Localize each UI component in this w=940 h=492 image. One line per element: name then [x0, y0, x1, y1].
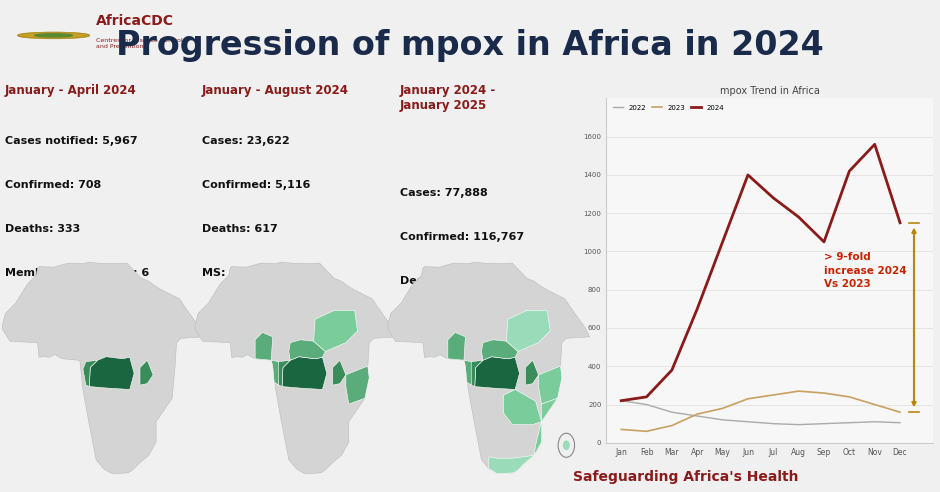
- Polygon shape: [534, 398, 557, 455]
- 2024: [844, 168, 855, 174]
- Polygon shape: [255, 333, 273, 360]
- 2022: [870, 419, 881, 425]
- Polygon shape: [289, 340, 325, 360]
- Title: mpox Trend in Africa: mpox Trend in Africa: [720, 86, 820, 96]
- 2024: [768, 195, 779, 201]
- 2022: [844, 420, 855, 426]
- Text: Cases: 23,622: Cases: 23,622: [202, 136, 290, 146]
- 2023: [743, 396, 754, 402]
- Text: Confirmed: 708: Confirmed: 708: [5, 180, 101, 190]
- Text: Safeguarding Africa's Health: Safeguarding Africa's Health: [573, 469, 799, 484]
- Text: MS: 13 (+7): MS: 13 (+7): [202, 268, 276, 278]
- 2022: [666, 409, 678, 415]
- Polygon shape: [447, 333, 465, 360]
- 2022: [717, 417, 728, 423]
- Polygon shape: [388, 262, 589, 474]
- 2024: [666, 367, 678, 373]
- Polygon shape: [464, 360, 471, 385]
- Polygon shape: [525, 360, 539, 385]
- Polygon shape: [282, 357, 327, 390]
- 2023: [666, 423, 678, 429]
- Polygon shape: [314, 310, 357, 351]
- Polygon shape: [3, 262, 204, 474]
- Polygon shape: [196, 262, 397, 474]
- Polygon shape: [507, 310, 550, 351]
- Text: January 2024 -
January 2025: January 2024 - January 2025: [400, 84, 495, 112]
- Line: 2024: 2024: [621, 144, 900, 400]
- 2023: [768, 392, 779, 398]
- Text: Centres for Disease Control
and Prevention: Centres for Disease Control and Preventi…: [96, 38, 182, 49]
- Text: Confirmed: 116,767: Confirmed: 116,767: [400, 232, 524, 242]
- Polygon shape: [275, 360, 290, 387]
- Text: Confirmed: 5,116: Confirmed: 5,116: [202, 180, 310, 190]
- Text: January - August 2024: January - August 2024: [202, 84, 349, 96]
- Text: Cases: 77,888: Cases: 77,888: [400, 188, 487, 198]
- Polygon shape: [89, 357, 134, 390]
- 2023: [894, 409, 905, 415]
- Line: 2022: 2022: [621, 400, 900, 425]
- 2022: [692, 413, 703, 419]
- Text: Deaths: 333: Deaths: 333: [5, 224, 80, 234]
- Text: AfricaCDC: AfricaCDC: [96, 14, 174, 28]
- 2022: [743, 419, 754, 425]
- Text: Progression of mpox in Africa in 2024: Progression of mpox in Africa in 2024: [117, 29, 823, 62]
- 2022: [641, 401, 652, 407]
- Text: Member States (MS): 6: Member States (MS): 6: [5, 268, 149, 278]
- 2023: [793, 388, 805, 394]
- 2022: [616, 398, 627, 403]
- 2022: [819, 421, 830, 427]
- Polygon shape: [333, 360, 346, 385]
- Polygon shape: [481, 340, 518, 360]
- Text: > 9-fold
increase 2024
Vs 2023: > 9-fold increase 2024 Vs 2023: [824, 252, 906, 289]
- Text: Cases notified: 5,967: Cases notified: 5,967: [5, 136, 137, 146]
- Text: MS: 21 (+7): MS: 21 (+7): [400, 320, 474, 330]
- Legend: 2022, 2023, 2024: 2022, 2023, 2024: [610, 102, 728, 114]
- Text: January - April 2024: January - April 2024: [5, 84, 136, 96]
- Polygon shape: [272, 360, 278, 385]
- Circle shape: [35, 34, 72, 37]
- Polygon shape: [475, 357, 520, 390]
- 2023: [819, 390, 830, 396]
- 2023: [692, 411, 703, 417]
- 2024: [819, 239, 830, 245]
- 2024: [692, 306, 703, 312]
- Polygon shape: [489, 455, 534, 474]
- 2024: [616, 398, 627, 403]
- Polygon shape: [140, 360, 153, 385]
- 2024: [717, 239, 728, 245]
- Polygon shape: [83, 360, 98, 387]
- 2022: [768, 421, 779, 427]
- Text: Deaths: 617: Deaths: 617: [202, 224, 278, 234]
- Polygon shape: [539, 366, 562, 404]
- 2023: [616, 427, 627, 432]
- 2024: [894, 220, 905, 226]
- 2024: [641, 394, 652, 400]
- Polygon shape: [346, 366, 369, 404]
- 2023: [641, 429, 652, 434]
- Circle shape: [564, 441, 570, 449]
- Text: Deaths: 1,321: Deaths: 1,321: [400, 276, 487, 286]
- Polygon shape: [504, 390, 541, 425]
- 2024: [870, 141, 881, 147]
- 2023: [844, 394, 855, 400]
- 2024: [793, 214, 805, 220]
- 2022: [894, 420, 905, 426]
- 2022: [793, 422, 805, 428]
- Line: 2023: 2023: [621, 391, 900, 431]
- 2023: [717, 405, 728, 411]
- 2024: [743, 172, 754, 178]
- 2023: [870, 401, 881, 407]
- Polygon shape: [468, 360, 483, 387]
- Circle shape: [18, 32, 89, 38]
